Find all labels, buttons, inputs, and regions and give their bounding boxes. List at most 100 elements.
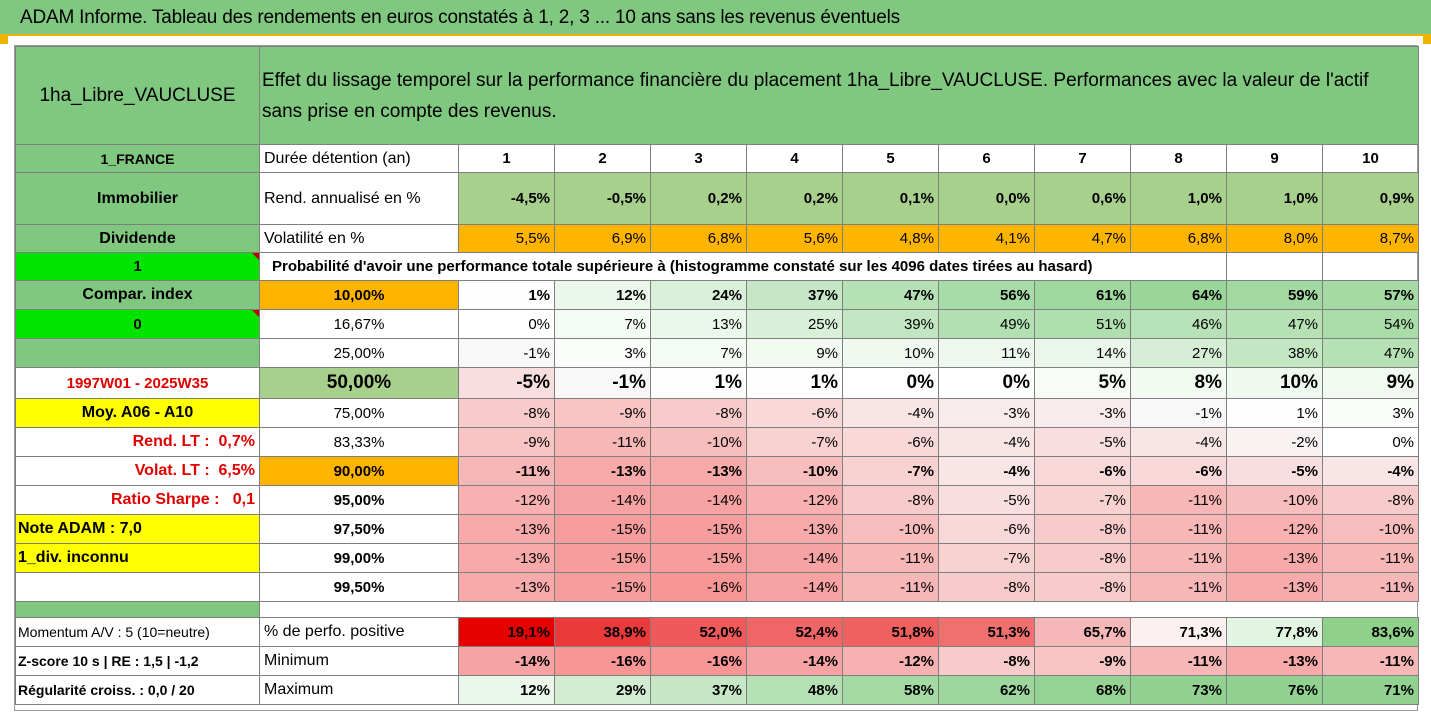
corner-marker-left <box>0 36 8 44</box>
duration-header: 9 <box>1226 144 1323 173</box>
probability-value: -13% <box>458 543 555 573</box>
probability-value: -11% <box>554 427 651 457</box>
maximum-value: 71% <box>1322 675 1419 705</box>
probability-value: -10% <box>650 427 747 457</box>
probability-value: -13% <box>1226 543 1323 573</box>
minimum-value: -8% <box>938 646 1035 676</box>
description-line1: Effet du lissage temporel sur la perform… <box>262 69 1369 91</box>
maximum-value: 76% <box>1226 675 1323 705</box>
positive-label: % de perfo. positive <box>259 617 459 647</box>
duration-header: 1 <box>458 144 555 173</box>
probability-value: 59% <box>1226 280 1323 310</box>
volatility-value: 5,6% <box>746 224 843 253</box>
volat-lt-cell[interactable]: Volat. LT : 6,5% <box>15 456 260 486</box>
probability-value: 47% <box>842 280 939 310</box>
return-value: 0,6% <box>1034 172 1131 225</box>
probability-value: -12% <box>458 485 555 515</box>
probability-value: 46% <box>1130 309 1227 339</box>
probability-value: -11% <box>1130 543 1227 573</box>
return-value: 0,2% <box>746 172 843 225</box>
return-value: 0,0% <box>938 172 1035 225</box>
positive-value: 52,4% <box>746 617 843 647</box>
probability-value: -12% <box>746 485 843 515</box>
maximum-row: Régularité croiss. : 0,0 / 20 Maximum 12… <box>15 675 1419 705</box>
probability-value: 27% <box>1130 338 1227 368</box>
probability-row: 99,50% -13% -15% -16% -14% -11% -8% -8% -11% -13%… <box>15 572 1419 602</box>
duration-header: 6 <box>938 144 1035 173</box>
rend-lt-value: 0,7% <box>218 433 255 450</box>
probability-value: 7% <box>650 338 747 368</box>
probability-value: -7% <box>842 456 939 486</box>
probability-value: -13% <box>554 456 651 486</box>
period-cell[interactable]: 1997W01 - 2025W35 <box>15 367 260 399</box>
rend-lt-label: Rend. LT : <box>132 433 210 450</box>
maximum-value: 58% <box>842 675 939 705</box>
probability-value: 9% <box>746 338 843 368</box>
probability-value: -15% <box>650 543 747 573</box>
probability-value: -8% <box>938 572 1035 602</box>
probability-threshold: 99,50% <box>259 572 459 602</box>
category-cell[interactable]: Immobilier <box>15 172 260 225</box>
description-cell: Effet du lissage temporel sur la perform… <box>259 46 1419 145</box>
volatility-value: 8,0% <box>1226 224 1323 253</box>
note-cell[interactable]: Note ADAM : 7,0 <box>15 514 260 544</box>
dividend-value-cell[interactable]: 1 <box>15 252 260 281</box>
probability-value: -11% <box>1130 572 1227 602</box>
probability-value: -14% <box>746 572 843 602</box>
probability-value: -14% <box>746 543 843 573</box>
probability-value: -5% <box>1226 456 1323 486</box>
probability-threshold: 99,00% <box>259 543 459 573</box>
minimum-value: -12% <box>842 646 939 676</box>
volatility-row: Dividende Volatilité en % 5,5% 6,9% 6,8%… <box>15 224 1419 253</box>
probability-threshold: 10,00% <box>259 280 459 310</box>
probability-value: -8% <box>1034 514 1131 544</box>
volat-lt-value: 6,5% <box>218 462 255 479</box>
probability-value: -7% <box>1034 485 1131 515</box>
probability-value: -8% <box>1322 485 1419 515</box>
probability-row: Ratio Sharpe : 0,1 95,00% -12% -14% -14% -12%… <box>15 485 1419 515</box>
probability-value: -4% <box>842 398 939 428</box>
probability-value: -5% <box>458 367 555 399</box>
return-row: Immobilier Rend. annualisé en % -4,5% -0… <box>15 172 1419 225</box>
regularity-cell[interactable]: Régularité croiss. : 0,0 / 20 <box>15 675 260 705</box>
probability-value: -4% <box>1322 456 1419 486</box>
minimum-row: Z-score 10 s | RE : 1,5 | -1,2 Minimum -… <box>15 646 1419 676</box>
probability-value: 0% <box>938 367 1035 399</box>
volatility-value: 4,1% <box>938 224 1035 253</box>
compar-value-cell[interactable]: 0 <box>15 309 260 339</box>
return-value: -4,5% <box>458 172 555 225</box>
probability-value: 10% <box>842 338 939 368</box>
probability-row: Rend. LT : 0,7% 83,33% -9% -11% -10% -7% -6% -4… <box>15 427 1419 457</box>
probability-value: 9% <box>1322 367 1419 399</box>
div-unknown-cell[interactable]: 1_div. inconnu <box>15 543 260 573</box>
placement-name-cell[interactable]: 1ha_Libre_VAUCLUSE <box>15 46 260 145</box>
dividend-cell[interactable]: Dividende <box>15 224 260 253</box>
probability-value: -1% <box>1130 398 1227 428</box>
compar-index-cell[interactable]: Compar. index <box>15 280 260 310</box>
positive-row: Momentum A/V : 5 (10=neutre) % de perfo.… <box>15 617 1419 647</box>
probability-value: -9% <box>458 427 555 457</box>
positive-value: 51,3% <box>938 617 1035 647</box>
zscore-cell[interactable]: Z-score 10 s | RE : 1,5 | -1,2 <box>15 646 260 676</box>
minimum-value: -9% <box>1034 646 1131 676</box>
dividend-value: 1 <box>133 258 142 275</box>
maximum-value: 29% <box>554 675 651 705</box>
probability-value: 25% <box>746 309 843 339</box>
minimum-value: -11% <box>1130 646 1227 676</box>
probability-value: -4% <box>1130 427 1227 457</box>
probability-value: -15% <box>554 543 651 573</box>
probability-value: 13% <box>650 309 747 339</box>
probability-value: -6% <box>938 514 1035 544</box>
country-cell[interactable]: 1_FRANCE <box>15 144 260 173</box>
moy-cell[interactable]: Moy. A06 - A10 <box>15 398 260 428</box>
empty-cell <box>15 572 260 602</box>
duration-header: 7 <box>1034 144 1131 173</box>
momentum-cell[interactable]: Momentum A/V : 5 (10=neutre) <box>15 617 260 647</box>
rend-lt-cell[interactable]: Rend. LT : 0,7% <box>15 427 260 457</box>
sharpe-value: 0,1 <box>232 491 255 508</box>
probability-threshold: 83,33% <box>259 427 459 457</box>
sharpe-cell[interactable]: Ratio Sharpe : 0,1 <box>15 485 260 515</box>
probability-value: -8% <box>1034 572 1131 602</box>
probability-value: -5% <box>938 485 1035 515</box>
positive-value: 83,6% <box>1322 617 1419 647</box>
